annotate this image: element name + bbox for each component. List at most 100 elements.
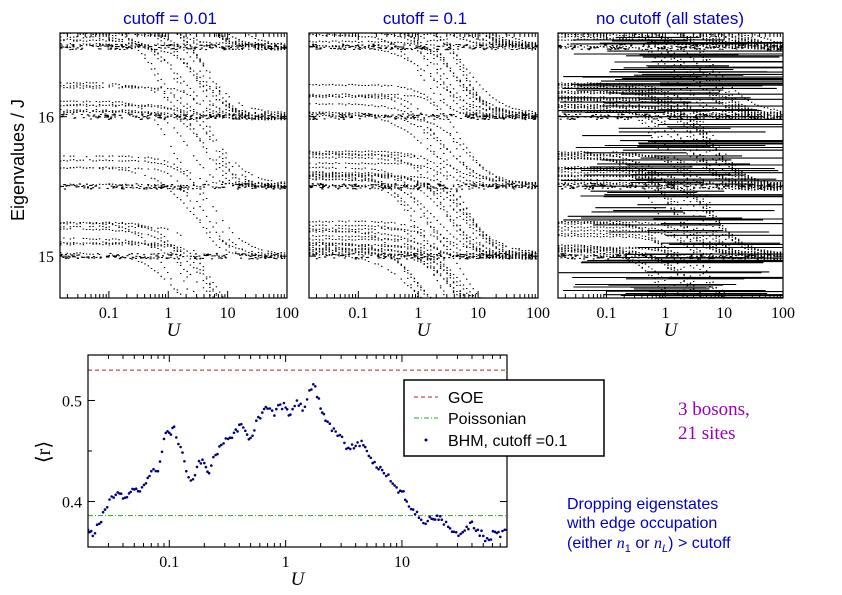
- bhm-point: [303, 405, 307, 409]
- bhm-point: [345, 447, 348, 451]
- bhm-point: [338, 433, 342, 437]
- bhm-point: [142, 483, 146, 487]
- y-tick-label: 15: [38, 249, 54, 266]
- bhm-point: [297, 404, 301, 407]
- bhm-point: [393, 484, 396, 487]
- bhm-point: [293, 404, 297, 408]
- bhm-point: [212, 455, 215, 459]
- bhm-point: [499, 535, 502, 539]
- bhm-point: [162, 437, 166, 441]
- bhm-point: [268, 407, 272, 410]
- annotation-drop-line3: (either n1 or nL) > cutoff: [567, 535, 731, 555]
- bhm-point: [350, 443, 354, 446]
- bhm-point: [148, 474, 151, 478]
- bhm-point: [317, 397, 321, 400]
- bhm-point: [336, 434, 339, 438]
- bhm-point: [299, 402, 303, 406]
- bhm-point: [402, 490, 405, 493]
- annotation-nL-symbol: n: [654, 535, 662, 552]
- bhm-point: [367, 454, 371, 458]
- bhm-point: [189, 479, 193, 482]
- bhm-point: [362, 443, 365, 447]
- bhm-point: [160, 450, 164, 454]
- bhm-point: [308, 389, 311, 392]
- spectrum-marks: [558, 33, 783, 298]
- bhm-point: [422, 521, 425, 525]
- bhm-point: [156, 469, 160, 473]
- bhm-point: [470, 520, 474, 523]
- bhm-point: [382, 471, 386, 475]
- bhm-point: [413, 513, 417, 516]
- bhm-point: [347, 446, 350, 450]
- annotation-nL-sub: L: [662, 543, 668, 555]
- bhm-point: [391, 482, 395, 485]
- bhm-point: [129, 490, 132, 494]
- bhm-point: [397, 491, 400, 494]
- bhm-point: [409, 507, 413, 511]
- bhm-point: [123, 496, 127, 500]
- bhm-point: [448, 527, 452, 530]
- bhm-point: [407, 505, 411, 508]
- bhm-point: [417, 516, 421, 519]
- x-tick-label: 0.1: [348, 305, 368, 322]
- x-tick-label: 0.1: [159, 554, 179, 571]
- bhm-point: [172, 425, 176, 429]
- bhm-point: [282, 401, 286, 405]
- bhm-point: [166, 430, 169, 433]
- bhm-point: [91, 534, 95, 538]
- bhm-point: [93, 532, 97, 535]
- annotation-drop-line3-or: or: [631, 535, 654, 552]
- bhm-point: [285, 408, 289, 411]
- spectrum-panel-cutoff-01: 0.1 1 10 100 U: [308, 32, 550, 341]
- bhm-point: [127, 492, 131, 495]
- bhm-point: [463, 529, 467, 532]
- bhm-point: [228, 436, 232, 440]
- bhm-point: [326, 420, 329, 424]
- bhm-point: [444, 520, 448, 524]
- bhm-point: [387, 473, 390, 476]
- bhm-point: [310, 388, 313, 391]
- bhm-point: [301, 409, 304, 412]
- annotation-drop-line1: Dropping eigenstates: [567, 496, 718, 513]
- x-tick-label: 10: [470, 305, 486, 322]
- panel-title-3: no cutoff (all states): [596, 9, 744, 28]
- bhm-point: [203, 461, 206, 465]
- bhm-point: [480, 529, 483, 532]
- bhm-point: [249, 436, 252, 440]
- bhm-point: [195, 465, 199, 469]
- bhm-point: [461, 530, 465, 534]
- bhm-point: [89, 529, 93, 533]
- legend-bhm-label: BHM, cutoff =0.1: [448, 433, 567, 450]
- bhm-point: [312, 383, 315, 386]
- spectrum-points: [309, 33, 538, 298]
- x-tick-label: 1: [282, 554, 290, 571]
- bhm-point: [99, 520, 103, 524]
- bhm-point: [103, 508, 107, 511]
- bhm-point: [164, 431, 168, 435]
- bhm-point: [501, 529, 504, 533]
- bhm-point: [380, 468, 384, 472]
- bhm-point: [247, 438, 251, 441]
- bhm-point: [266, 407, 269, 410]
- bhm-point: [324, 419, 327, 423]
- spectrum-marks: [309, 33, 538, 298]
- bhm-point: [112, 496, 115, 499]
- annotation-n1-symbol: n: [617, 535, 625, 552]
- spectrum-panel-no-cutoff: 0.1 1 10 100 U: [557, 32, 795, 341]
- bhm-point: [138, 490, 142, 493]
- bhm-point: [485, 537, 489, 540]
- legend-poisson-label: Poissonian: [448, 411, 526, 428]
- bhm-point: [440, 518, 444, 521]
- bhm-point: [291, 407, 294, 411]
- bhm-point: [216, 452, 219, 456]
- annotation-drop-line2: with edge occupation: [566, 515, 717, 532]
- bhm-point: [389, 480, 393, 483]
- bhm-point: [438, 515, 442, 518]
- bhm-point: [467, 527, 470, 531]
- x-tick-label: 100: [275, 305, 299, 322]
- panel-frame: [308, 32, 539, 299]
- bhm-point: [187, 476, 190, 479]
- legend: GOE Poissonian BHM, cutoff =0.1: [403, 379, 605, 457]
- bhm-point: [435, 514, 439, 517]
- bhm-point: [181, 451, 184, 454]
